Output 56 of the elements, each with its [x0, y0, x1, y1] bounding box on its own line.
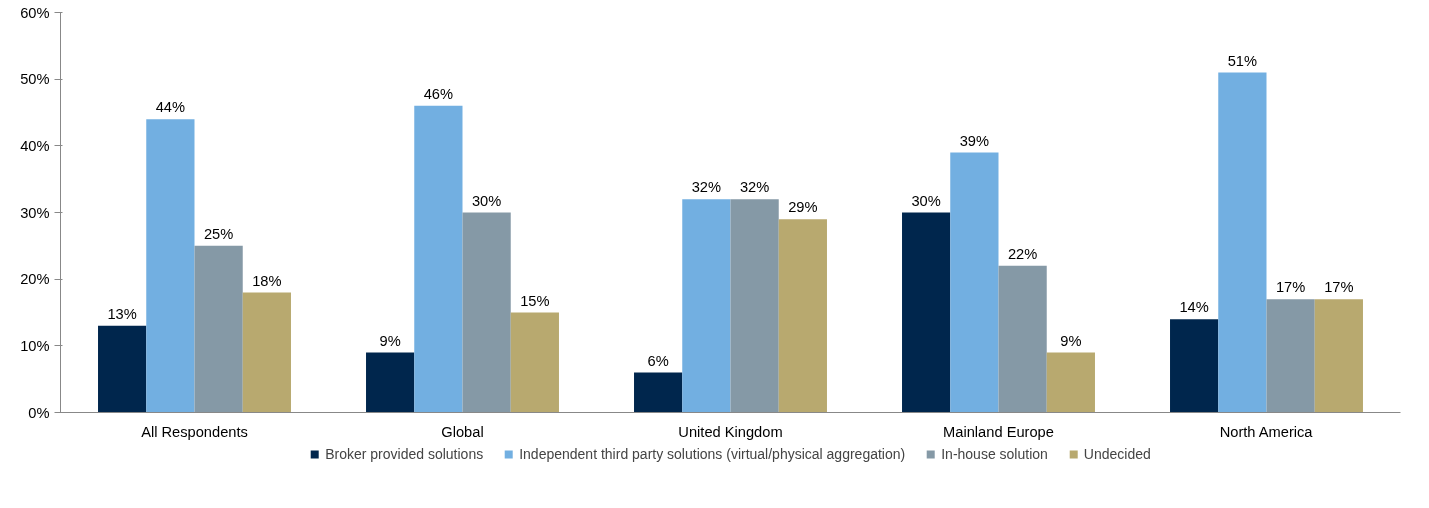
data-label: 9% [379, 332, 401, 349]
data-label: 22% [1007, 245, 1038, 262]
bar [366, 352, 415, 413]
bar [510, 312, 559, 413]
legend-label: Undecided [1083, 446, 1151, 462]
x-tick-label: United Kingdom [678, 423, 783, 440]
data-label: 51% [1227, 52, 1258, 69]
bar [146, 119, 195, 413]
data-label: 29% [788, 199, 818, 216]
legend-label: In-house solution [941, 446, 1048, 462]
data-label: 39% [959, 132, 990, 149]
bar [1266, 299, 1315, 413]
x-tick-label: Mainland Europe [943, 423, 1054, 440]
bar [194, 245, 243, 413]
x-tick-label: North America [1219, 423, 1314, 440]
x-tick-label: All Respondents [141, 423, 248, 440]
data-label: 9% [1060, 332, 1082, 349]
y-tick-label: 20% [20, 271, 50, 288]
bar [998, 265, 1047, 413]
y-tick-label: 10% [20, 337, 50, 354]
y-tick-label: 30% [20, 204, 50, 221]
bar [462, 212, 511, 413]
data-label: 18% [252, 272, 282, 289]
data-label: 6% [647, 352, 669, 369]
y-tick-label: 0% [28, 404, 50, 421]
bar [414, 105, 463, 413]
x-tick-label: Global [441, 423, 484, 440]
data-label: 32% [739, 179, 770, 196]
bar [778, 219, 827, 413]
data-label: 30% [911, 192, 941, 209]
bar [98, 325, 147, 413]
data-label: 46% [423, 85, 454, 102]
data-label: 32% [691, 179, 722, 196]
data-label: 15% [520, 292, 550, 309]
bar [950, 152, 999, 413]
data-label: 17% [1275, 279, 1306, 296]
bar [902, 212, 951, 413]
bar [730, 199, 779, 413]
bar [1170, 319, 1219, 413]
legend-label: Broker provided solutions [325, 446, 484, 462]
y-tick-label: 60% [20, 4, 50, 21]
y-tick-label: 40% [20, 137, 50, 154]
bar [242, 292, 291, 413]
data-label: 25% [203, 225, 234, 242]
bar [682, 199, 731, 413]
bar [1314, 299, 1363, 413]
legend-label: Independent third party solutions (virtual/physical aggregation) [519, 446, 906, 462]
y-tick-label: 50% [20, 71, 50, 88]
bar [1046, 352, 1095, 413]
bar [1218, 72, 1267, 413]
data-label: 44% [155, 99, 186, 116]
data-label: 14% [1179, 299, 1209, 316]
data-label: 13% [107, 305, 137, 322]
data-label: 30% [471, 192, 502, 209]
bar [634, 372, 683, 413]
data-label: 17% [1324, 279, 1354, 296]
